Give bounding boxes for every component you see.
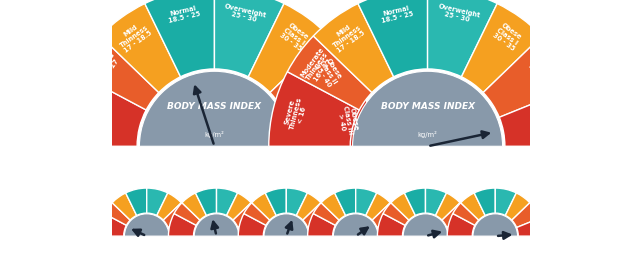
- Wedge shape: [461, 193, 485, 220]
- Wedge shape: [499, 87, 586, 146]
- Text: Normal
18.5 - 25: Normal 18.5 - 25: [166, 4, 201, 24]
- Wedge shape: [270, 36, 361, 117]
- Wedge shape: [269, 72, 360, 146]
- Wedge shape: [308, 218, 334, 236]
- Wedge shape: [182, 193, 207, 220]
- Wedge shape: [333, 214, 378, 236]
- Wedge shape: [297, 193, 321, 220]
- Wedge shape: [147, 188, 168, 216]
- Wedge shape: [265, 188, 286, 216]
- Wedge shape: [442, 203, 470, 228]
- Text: Obese
Class III
> 40: Obese Class III > 40: [336, 104, 360, 137]
- Wedge shape: [112, 193, 137, 220]
- Text: Moderate
Thinness
16 - 17: Moderate Thinness 16 - 17: [299, 46, 336, 86]
- Wedge shape: [366, 193, 390, 220]
- Wedge shape: [238, 214, 266, 236]
- Text: kg/m²: kg/m²: [205, 131, 224, 138]
- Wedge shape: [356, 188, 377, 216]
- Wedge shape: [453, 203, 479, 225]
- Wedge shape: [244, 203, 270, 225]
- Wedge shape: [308, 214, 335, 236]
- Wedge shape: [358, 0, 428, 77]
- Wedge shape: [428, 0, 497, 77]
- Wedge shape: [517, 218, 543, 236]
- Wedge shape: [403, 214, 447, 236]
- Text: Overweight
25 - 30: Overweight 25 - 30: [436, 3, 481, 25]
- Text: Moderate
Thinness
16 - 17: Moderate Thinness 16 - 17: [86, 46, 123, 86]
- Text: Normal
18.5 - 25: Normal 18.5 - 25: [379, 4, 414, 24]
- Wedge shape: [435, 193, 460, 220]
- Wedge shape: [248, 4, 329, 93]
- Text: Obese
Class II
35 - 40: Obese Class II 35 - 40: [526, 56, 557, 89]
- Wedge shape: [163, 203, 191, 228]
- Wedge shape: [125, 214, 169, 236]
- Wedge shape: [377, 218, 404, 236]
- Wedge shape: [104, 203, 130, 225]
- Wedge shape: [99, 214, 126, 236]
- Wedge shape: [352, 71, 503, 146]
- Wedge shape: [321, 193, 345, 220]
- Wedge shape: [227, 193, 251, 220]
- Wedge shape: [462, 4, 542, 93]
- Wedge shape: [238, 218, 265, 236]
- Wedge shape: [512, 203, 540, 228]
- Wedge shape: [168, 218, 195, 236]
- Wedge shape: [404, 188, 426, 216]
- Wedge shape: [313, 4, 394, 93]
- Wedge shape: [303, 203, 331, 228]
- Text: Severe
Thinness
< 16: Severe Thinness < 16: [282, 95, 309, 132]
- Wedge shape: [233, 203, 261, 228]
- Wedge shape: [288, 36, 372, 110]
- Wedge shape: [56, 72, 146, 146]
- Wedge shape: [174, 203, 200, 225]
- Text: Obese
Class III
> 40: Obese Class III > 40: [549, 104, 573, 137]
- Wedge shape: [216, 188, 238, 216]
- Wedge shape: [426, 188, 447, 216]
- Wedge shape: [334, 188, 356, 216]
- Text: Obese
Class I
30 - 35: Obese Class I 30 - 35: [492, 21, 523, 52]
- Wedge shape: [286, 87, 373, 146]
- Wedge shape: [372, 203, 400, 228]
- Wedge shape: [447, 214, 475, 236]
- Wedge shape: [474, 188, 495, 216]
- Wedge shape: [100, 4, 180, 93]
- Text: Mild
Thinness
17 - 18.5: Mild Thinness 17 - 18.5: [116, 19, 153, 54]
- Wedge shape: [264, 214, 309, 236]
- Text: Severe
Thinness
< 16: Severe Thinness < 16: [69, 95, 96, 132]
- Text: kg/m²: kg/m²: [418, 131, 437, 138]
- Wedge shape: [505, 193, 530, 220]
- Wedge shape: [473, 214, 517, 236]
- Text: BODY MASS INDEX: BODY MASS INDEX: [168, 102, 261, 111]
- Wedge shape: [195, 214, 239, 236]
- Wedge shape: [495, 188, 516, 216]
- Wedge shape: [157, 193, 181, 220]
- Text: Overweight
25 - 30: Overweight 25 - 30: [223, 3, 268, 25]
- Wedge shape: [391, 193, 415, 220]
- Wedge shape: [126, 188, 147, 216]
- Wedge shape: [377, 214, 405, 236]
- Wedge shape: [145, 0, 214, 77]
- Wedge shape: [214, 0, 284, 77]
- Wedge shape: [168, 214, 196, 236]
- Text: Obese
Class II
35 - 40: Obese Class II 35 - 40: [313, 56, 343, 89]
- Wedge shape: [252, 193, 276, 220]
- Text: Obese
Class I
30 - 35: Obese Class I 30 - 35: [279, 21, 310, 52]
- Wedge shape: [383, 203, 409, 225]
- Wedge shape: [286, 188, 308, 216]
- Wedge shape: [313, 203, 339, 225]
- Wedge shape: [483, 36, 575, 117]
- Text: BODY MASS INDEX: BODY MASS INDEX: [381, 102, 474, 111]
- Text: Mild
Thinness
17 - 18.5: Mild Thinness 17 - 18.5: [329, 19, 367, 54]
- Wedge shape: [447, 218, 474, 236]
- Wedge shape: [139, 71, 290, 146]
- Wedge shape: [74, 36, 159, 110]
- Wedge shape: [195, 188, 216, 216]
